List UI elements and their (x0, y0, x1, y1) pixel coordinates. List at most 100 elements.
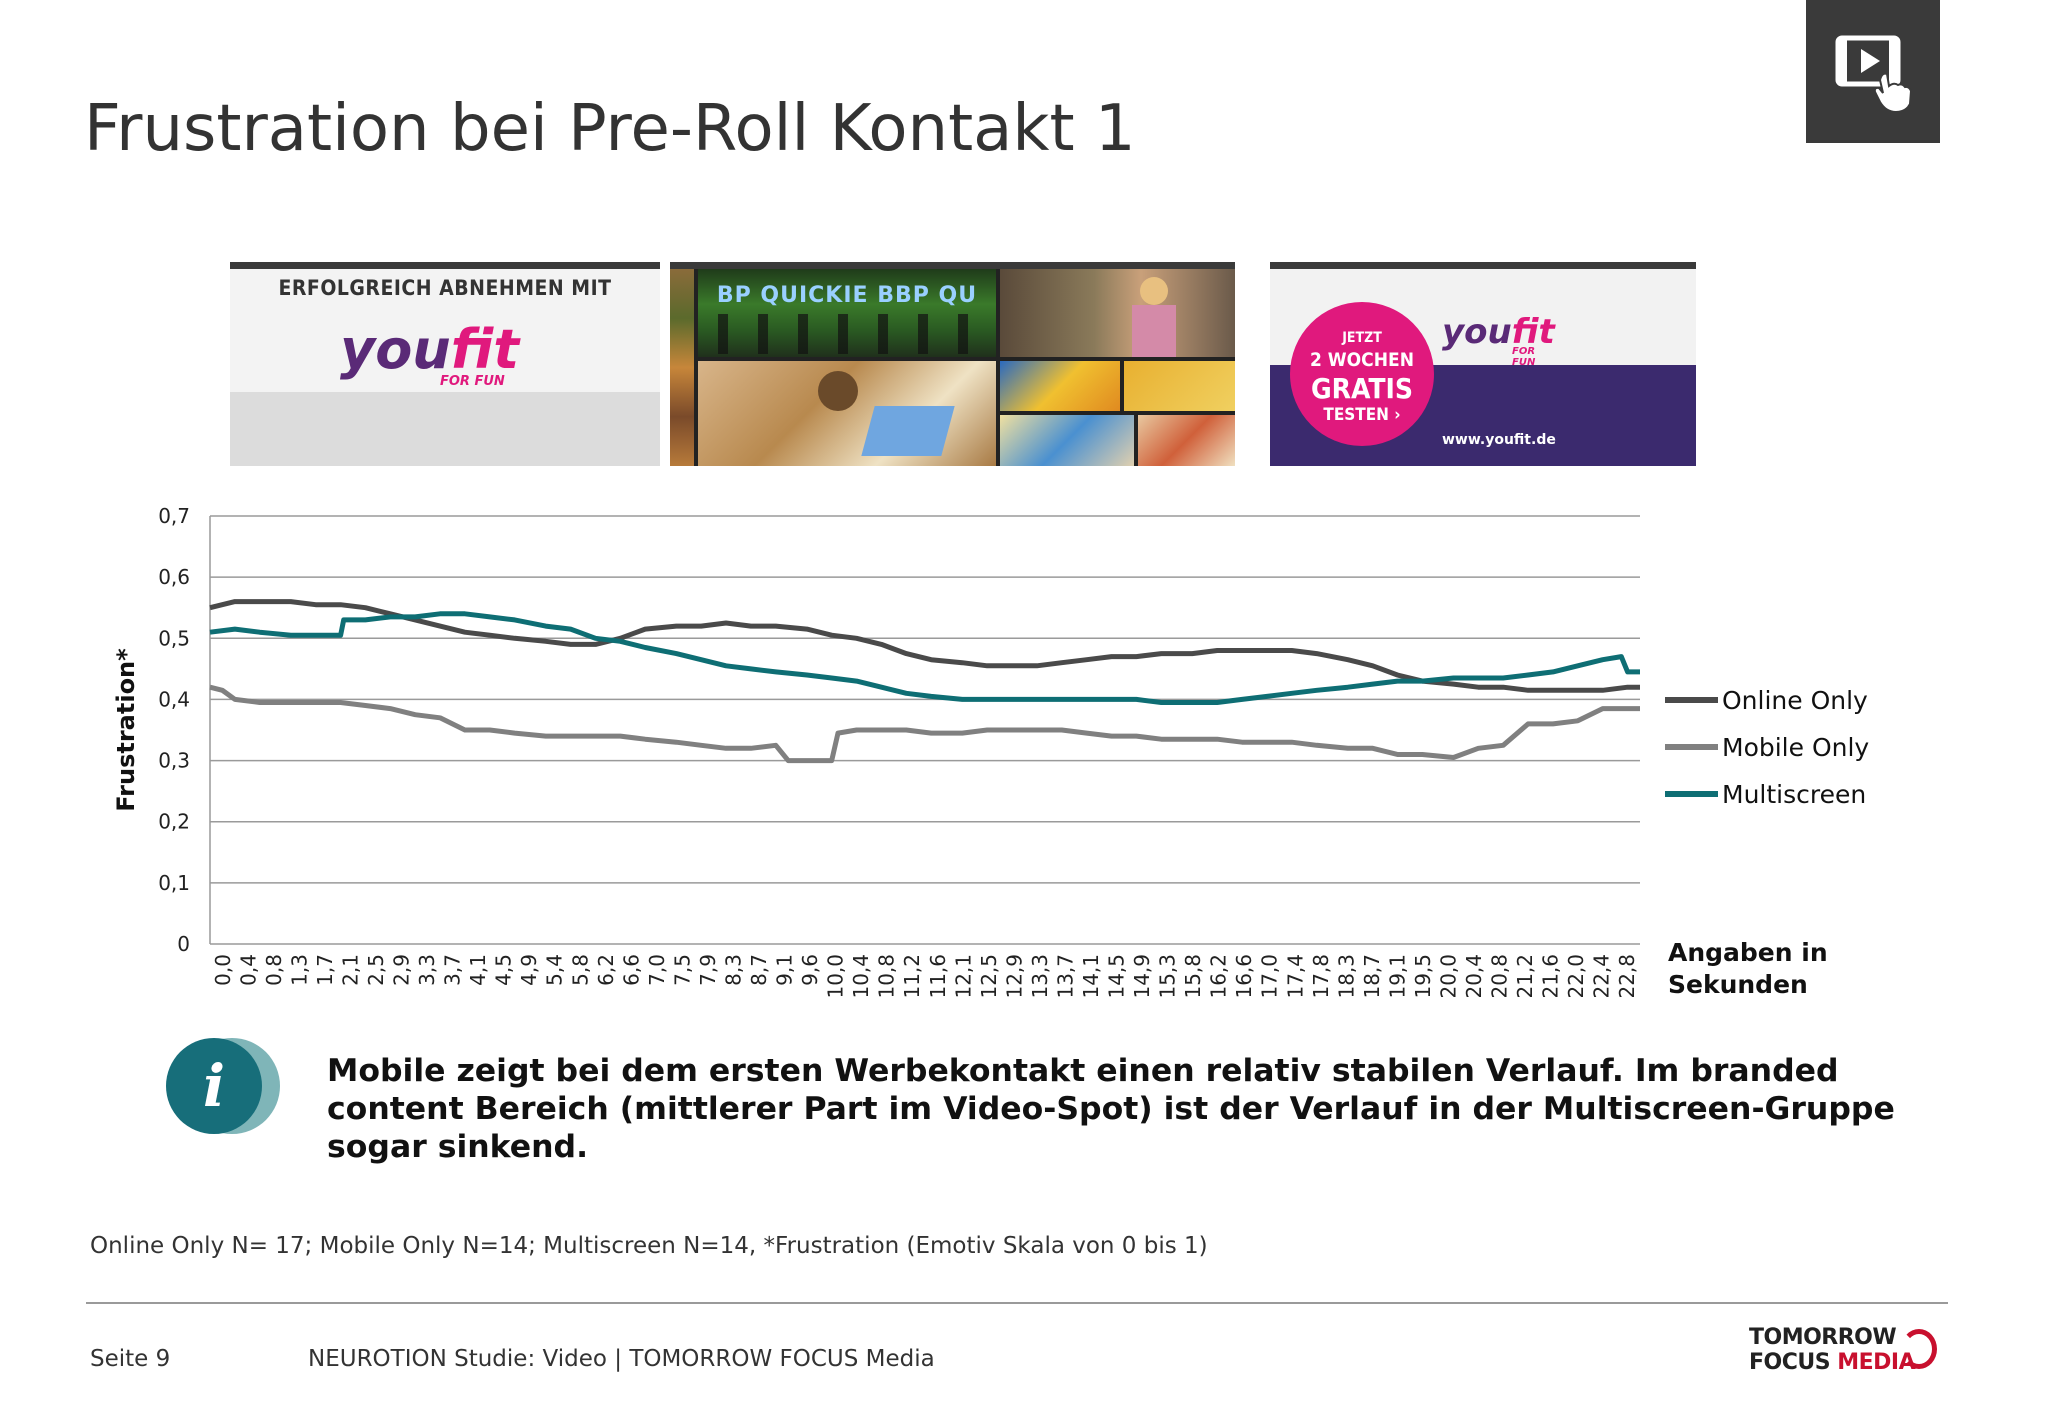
y-axis-ticks: 0 0,1 0,2 0,3 0,4 0,5 0,6 0,7 (158, 504, 190, 956)
x-tick-label: 2,1 (338, 954, 362, 986)
x-tick-label: 12,5 (977, 954, 1001, 999)
frame-topbar (230, 262, 660, 269)
x-tick-label: 1,3 (287, 954, 311, 986)
chart-series (209, 599, 1640, 764)
page-title: Frustration bei Pre-Roll Kontakt 1 (84, 92, 1136, 166)
logo-tagline: FOR FUN (440, 374, 505, 389)
frame-topbar (1270, 262, 1696, 269)
x-tick-label: 16,2 (1207, 954, 1231, 999)
x-tick-label: 20,8 (1488, 954, 1512, 999)
x-tick-label: 8,7 (747, 954, 771, 986)
x-tick-label: 22,4 (1590, 954, 1614, 999)
x-tick-label: 14,9 (1130, 954, 1154, 999)
y-tick-label: 0,3 (158, 749, 190, 773)
x-tick-label: 9,1 (773, 954, 797, 986)
sample-footnote: Online Only N= 17; Mobile Only N=14; Mul… (90, 1233, 1208, 1259)
y-tick-label: 0 (177, 932, 190, 956)
x-tick-label: 19,5 (1411, 954, 1435, 999)
x-tick-label: 17,4 (1283, 954, 1307, 999)
y-tick-label: 0,1 (158, 871, 190, 895)
x-tick-label: 8,3 (721, 954, 745, 986)
video-frame-fitness-class: BP QUICKIE BBP QU (698, 269, 996, 357)
video-badge[interactable] (1806, 0, 1940, 143)
x-tick-label: 21,2 (1513, 954, 1537, 999)
x-tick-label: 22,8 (1615, 954, 1639, 999)
food-image (1000, 361, 1120, 411)
x-tick-label: 7,0 (645, 954, 669, 986)
x-tick-label: 1,7 (313, 954, 337, 986)
x-tick-label: 22,0 (1564, 954, 1588, 999)
x-tick-label: 9,6 (798, 954, 822, 986)
x-tick-label: 7,5 (670, 954, 694, 986)
banner-text: BP QUICKIE BBP QU (716, 283, 978, 308)
x-tick-label: 6,2 (594, 954, 618, 986)
x-tick-label: 10,8 (875, 954, 899, 999)
x-tick-label: 7,9 (696, 954, 720, 986)
x-tick-label: 17,8 (1309, 954, 1333, 999)
x-tick-label: 13,7 (1053, 954, 1077, 999)
x-tick-label: 16,6 (1232, 954, 1256, 999)
x-tick-label: 15,8 (1181, 954, 1205, 999)
youfit-logo: youfit FOR FUN (1442, 312, 1555, 368)
thumbnail-column (670, 269, 694, 466)
x-tick-label: 0,8 (262, 954, 286, 986)
ad-url: www.youfit.de (1442, 432, 1556, 448)
tomorrow-focus-media-logo: TOMORROW FOCUS MEDIA (1745, 1325, 1945, 1375)
chart-legend: Online Only Mobile Only Multiscreen (1665, 686, 1869, 809)
x-tick-label: 10,0 (824, 954, 848, 999)
y-tick-label: 0,2 (158, 810, 190, 834)
x-tick-label: 21,6 (1539, 954, 1563, 999)
ad-frame-offer: JETZT 2 WOCHEN GRATIS TESTEN › youfit FO… (1270, 262, 1696, 466)
x-axis-unit-label-line1: Angaben in (1668, 938, 1828, 967)
logo-tagline: FOR FUN (1512, 346, 1536, 368)
ad-headline: ERFOLGREICH ABNEHMEN MIT (278, 276, 612, 300)
x-tick-label: 4,5 (492, 954, 516, 986)
frame-topbar (670, 262, 1235, 269)
x-tick-label: 3,3 (415, 954, 439, 986)
x-axis-unit-label-line2: Sekunden (1668, 970, 1808, 999)
ad-frame-video-collage: BP QUICKIE BBP QU (670, 262, 1235, 466)
x-tick-label: 0,0 (211, 954, 235, 986)
video-frame-dancer (1000, 269, 1235, 357)
x-tick-label: 15,3 (1156, 954, 1180, 999)
y-tick-label: 0,6 (158, 565, 190, 589)
series-line-mobile-only (209, 684, 1640, 764)
food-image (1000, 415, 1134, 466)
x-tick-label: 18,3 (1334, 954, 1358, 999)
x-tick-label: 12,1 (951, 954, 975, 999)
legend-label: Multiscreen (1722, 780, 1866, 809)
frustration-line-chart: 00,10,20,30,40,50,60,7 0,0 0,4 0,8 1,3 1,7 2,… (112, 504, 1869, 999)
study-title: NEUROTION Studie: Video | TOMORROW FOCUS… (308, 1346, 935, 1372)
x-tick-label: 4,1 (466, 954, 490, 986)
x-tick-label: 4,9 (517, 954, 541, 986)
x-tick-label: 2,5 (364, 954, 388, 986)
y-tick-label: 0,4 (158, 687, 190, 711)
x-tick-label: 14,1 (1079, 954, 1103, 999)
x-tick-label: 10,4 (849, 954, 873, 999)
chart-gridlines (209, 515, 1640, 945)
x-tick-label: 14,5 (1105, 954, 1129, 999)
frame-lower-panel (230, 392, 660, 466)
x-tick-label: 11,2 (900, 954, 924, 999)
x-tick-label: 11,6 (926, 954, 950, 999)
x-tick-label: 6,6 (619, 954, 643, 986)
x-tick-label: 17,0 (1258, 954, 1282, 999)
x-tick-label: 20,4 (1462, 954, 1486, 999)
x-tick-label: 20,0 (1436, 954, 1460, 999)
footer-divider (86, 1302, 1948, 1304)
x-tick-label: 2,9 (390, 954, 414, 986)
youfit-logo: youfit FOR FUN (340, 318, 520, 389)
y-tick-label: 0,5 (158, 626, 190, 650)
food-image (1124, 361, 1235, 411)
ad-frame-intro: ERFOLGREICH ABNEHMEN MIT youfit FOR FUN (230, 262, 660, 466)
series-line-multiscreen (209, 611, 1640, 705)
y-tick-label: 0,7 (158, 504, 190, 528)
legend-label: Online Only (1722, 686, 1868, 715)
x-axis-ticks: 0,0 0,4 0,8 1,3 1,7 2,1 2,5 2,9 3,3 3,7 4,1 4,5 4,9 5… (211, 954, 1639, 999)
ad-screenshot-strip: ERFOLGREICH ABNEHMEN MIT youfit FOR FUN … (230, 262, 1696, 466)
x-tick-label: 19,1 (1385, 954, 1409, 999)
info-icon: i (166, 1036, 284, 1136)
video-frame-laptop-woman (698, 361, 996, 466)
x-tick-label: 0,4 (236, 954, 260, 986)
x-tick-label: 5,4 (543, 954, 567, 986)
